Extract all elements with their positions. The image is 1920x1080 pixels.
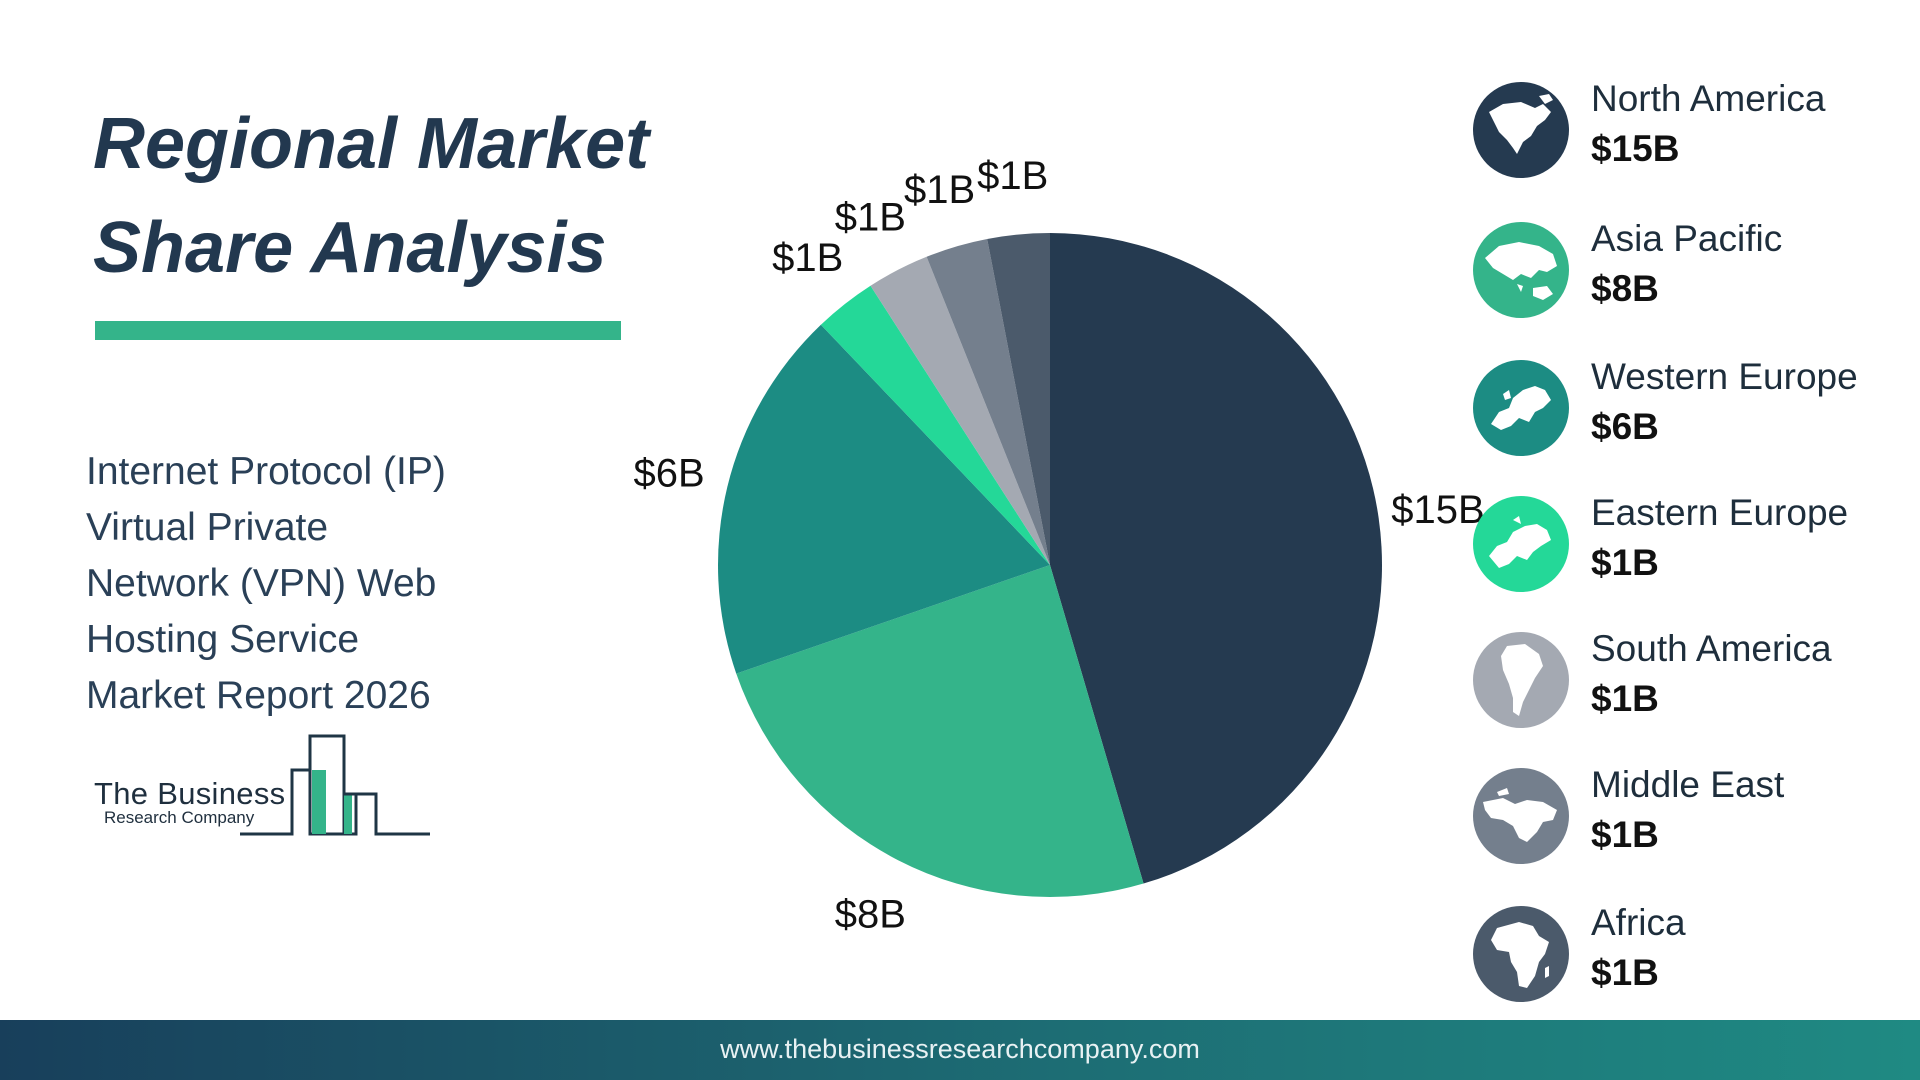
legend-value: $6B	[1591, 406, 1659, 447]
legend-label: South America	[1591, 628, 1832, 669]
pie-slice-africa	[987, 233, 1050, 565]
legend-value: $1B	[1591, 814, 1659, 855]
legend-label: Middle East	[1591, 764, 1785, 805]
legend-label: Asia Pacific	[1591, 218, 1783, 259]
legend-value: $8B	[1591, 268, 1659, 309]
pie-label-middle-east: $1B	[904, 168, 975, 212]
legend-value: $1B	[1591, 678, 1659, 719]
pie-label-asia-pacific: $8B	[835, 892, 906, 936]
legend-value: $1B	[1591, 542, 1659, 583]
legend-item-middle-east: Middle East $1B	[1473, 764, 1913, 868]
report-subtitle: Internet Protocol (IP) Virtual Private N…	[86, 444, 516, 724]
pie-slice-middle-east	[926, 238, 1050, 565]
subtitle-line: Market Report 2026	[86, 674, 431, 717]
pie-label-north-america: $15B	[1391, 488, 1484, 532]
legend-label: Africa	[1591, 902, 1686, 943]
pie-slice-western-europe	[718, 324, 1050, 674]
pie-slice-asia-pacific	[736, 565, 1144, 897]
asia-pacific-globe-icon	[1473, 222, 1569, 318]
logo-buildings-icon	[240, 734, 430, 836]
subtitle-line: Virtual Private	[86, 506, 329, 549]
legend-value: $1B	[1591, 952, 1659, 993]
western-europe-globe-icon	[1473, 360, 1569, 456]
footer-website-link[interactable]: www.thebusinessresearchcompany.com	[720, 1034, 1200, 1064]
legend-item-north-america: North America $15B	[1473, 78, 1913, 182]
page-title: Regional Market Share Analysis	[93, 92, 653, 300]
logo-tagline: Research Company	[104, 808, 255, 827]
subtitle-line: Network (VPN) Web	[86, 562, 437, 605]
legend-item-eastern-europe: Eastern Europe $1B	[1473, 492, 1913, 596]
pie-slice-south-america	[870, 256, 1050, 565]
footer-bar: www.thebusinessresearchcompany.com	[0, 1020, 1920, 1080]
title-line-1: Regional Market	[93, 104, 650, 184]
pie-label-africa: $1B	[977, 154, 1048, 198]
legend-item-africa: Africa $1B	[1473, 902, 1913, 1006]
pie-labels: $15B$8B$6B$1B$1B$1B $1B	[633, 154, 1484, 937]
pie-label-eastern-europe: $1B	[772, 236, 843, 280]
legend-label: North America	[1591, 78, 1826, 119]
subtitle-line: Internet Protocol (IP)	[86, 450, 446, 493]
africa-globe-icon	[1473, 906, 1569, 1002]
pie-label-south-america: $1B	[835, 196, 906, 240]
legend-item-south-america: South America $1B	[1473, 628, 1913, 732]
pie-slice-eastern-europe	[820, 285, 1050, 565]
subtitle-line: Hosting Service	[86, 618, 360, 661]
company-logo: The Business Research Company	[92, 730, 442, 840]
legend-item-western-europe: Western Europe $6B	[1473, 356, 1913, 460]
legend-label: Western Europe	[1591, 356, 1858, 397]
legend-value: $15B	[1591, 128, 1680, 169]
pie-slices	[718, 233, 1382, 897]
title-line-2: Share Analysis	[93, 208, 607, 288]
north-america-globe-icon	[1473, 82, 1569, 178]
pie-slice-north-america	[1050, 233, 1382, 884]
title-underline	[95, 321, 621, 340]
middle-east-globe-icon	[1473, 768, 1569, 864]
legend-item-asia-pacific: Asia Pacific $8B	[1473, 218, 1913, 322]
south-america-globe-icon	[1473, 632, 1569, 728]
pie-label-western-europe: $6B	[633, 452, 704, 496]
logo-name: The Business	[94, 776, 286, 811]
eastern-europe-globe-icon	[1473, 496, 1569, 592]
legend-label: Eastern Europe	[1591, 492, 1849, 533]
